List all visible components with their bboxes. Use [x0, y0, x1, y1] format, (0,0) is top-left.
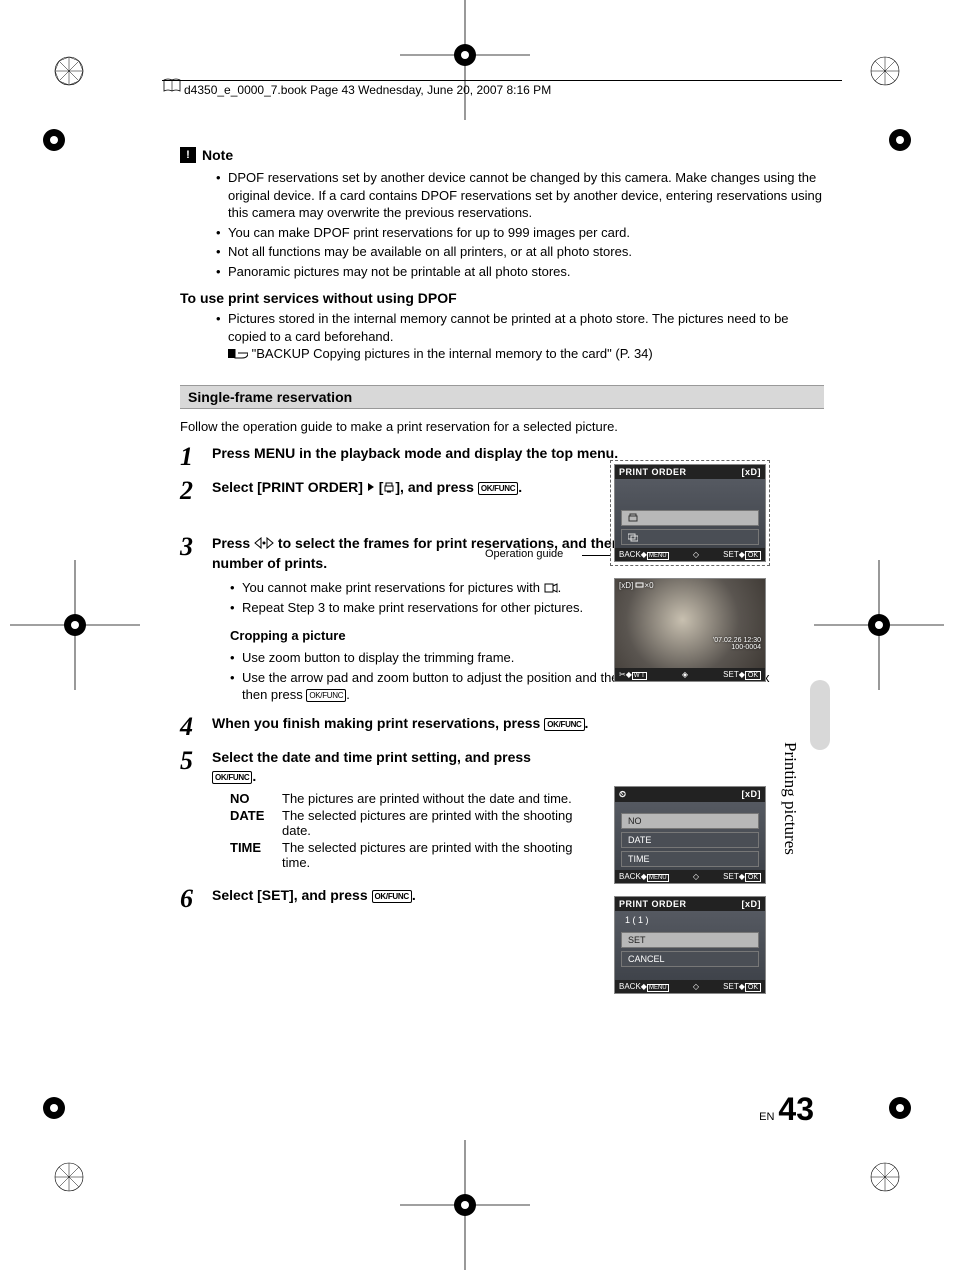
sub1-bullets: Pictures stored in the internal memory c… [180, 310, 824, 363]
def-desc: The pictures are printed without the dat… [282, 791, 572, 806]
registration-mark-icon [868, 54, 902, 88]
note-bullet: Not all functions may be available on al… [216, 243, 824, 261]
def-desc: The selected pictures are printed with t… [282, 840, 600, 870]
clock-icon: ⏲ [619, 789, 627, 800]
lcd-photo-preview: [xD] ×0 '07.02.26 12:30 100-0004 ✂◆W T ◈… [614, 578, 766, 682]
menu-option [621, 529, 759, 545]
lcd-date-menu: ⏲ [xD] NO DATE TIME BACK◆MENU ◇ SET◆OK [614, 786, 766, 884]
registration-mark-icon [868, 1160, 902, 1194]
step-4-title: When you finish making print reservation… [212, 714, 824, 734]
ok-func-button-icon: OK/FUNC [212, 771, 252, 784]
arrow-left-right-icon [254, 537, 274, 550]
crop-mark-icon [814, 560, 944, 690]
book-icon [162, 77, 182, 95]
step-2: 2 Select [PRINT ORDER] [], and press OK/… [180, 478, 600, 504]
page-number-footer: EN 43 [759, 1091, 814, 1128]
page-number: 43 [778, 1091, 814, 1128]
sub1-bullet: Pictures stored in the internal memory c… [216, 310, 824, 363]
print-icon [628, 513, 638, 523]
menu-option-cancel: CANCEL [621, 951, 759, 967]
section-intro: Follow the operation guide to make a pri… [180, 419, 824, 434]
step-5-title: Select the date and time print setting, … [212, 748, 600, 787]
ok-func-button-icon: OK/FUNC [306, 689, 346, 702]
note-bullet: You can make DPOF print reservations for… [216, 224, 824, 242]
page-lang: EN [759, 1111, 774, 1123]
section-heading-single-frame: Single-frame reservation [180, 385, 824, 409]
step-number: 4 [180, 714, 202, 740]
ok-func-button-icon: OK/FUNC [478, 482, 518, 495]
menu-option-date: DATE [621, 832, 759, 848]
step-number: 3 [180, 534, 202, 560]
ok-func-button-icon: OK/FUNC [372, 890, 412, 903]
print-count: 1 ( 1 ) [615, 911, 765, 929]
pointer-icon [228, 348, 248, 359]
right-triangle-icon [367, 482, 375, 492]
step-number: 1 [180, 444, 202, 470]
lcd-print-order-menu: PRINT ORDER [xD] BACK◆MENU ◇ SET◆OK [614, 464, 766, 562]
step-number: 2 [180, 478, 202, 504]
def-term-time: TIME [230, 840, 272, 870]
print-icon [383, 482, 395, 494]
crop-mark-icon [10, 560, 140, 690]
note-bullets: DPOF reservations set by another device … [180, 169, 824, 280]
xd-badge: [xD] [742, 467, 762, 477]
menu-option-time: TIME [621, 851, 759, 867]
def-term-date: DATE [230, 808, 272, 838]
screen-title: PRINT ORDER [619, 899, 687, 909]
menu-option-set: SET [621, 932, 759, 948]
xd-badge: [xD] [742, 789, 762, 800]
crop-mark-small-icon [42, 128, 66, 152]
note-bullet: Panoramic pictures may not be printable … [216, 263, 824, 281]
note-alert-icon: ! [180, 147, 196, 163]
step-2-title: Select [PRINT ORDER] [], and press OK/FU… [212, 478, 600, 498]
menu-option [621, 510, 759, 526]
note-title: Note [202, 147, 233, 163]
ok-func-button-icon: OK/FUNC [544, 718, 584, 731]
def-desc: The selected pictures are printed with t… [282, 808, 600, 838]
side-section-label: Printing pictures [780, 742, 800, 855]
operation-guide-line [582, 555, 610, 556]
lcd-confirm-menu: PRINT ORDER [xD] 1 ( 1 ) SET CANCEL BACK… [614, 896, 766, 994]
crop-mark-small-icon [888, 128, 912, 152]
step-4: 4 When you finish making print reservati… [180, 714, 824, 740]
registration-mark-icon [52, 54, 86, 88]
step-number: 5 [180, 748, 202, 774]
movie-icon [544, 582, 558, 594]
xd-badge: [xD] [742, 899, 762, 909]
subheading-dpof: To use print services without using DPOF [180, 290, 824, 306]
print-all-icon [628, 532, 638, 542]
note-bullet: DPOF reservations set by another device … [216, 169, 824, 222]
note-heading: ! Note [180, 147, 824, 163]
screen-title: PRINT ORDER [619, 467, 687, 477]
crop-mark-small-icon [888, 1096, 912, 1120]
step-number: 6 [180, 886, 202, 912]
crop-mark-icon [400, 1140, 530, 1270]
step-5-definitions: NO The pictures are printed without the d… [230, 791, 600, 870]
crop-mark-small-icon [42, 1096, 66, 1120]
page-header-rule: d4350_e_0000_7.book Page 43 Wednesday, J… [162, 80, 842, 97]
operation-guide-label: Operation guide [485, 548, 563, 560]
document-page: d4350_e_0000_7.book Page 43 Wednesday, J… [0, 0, 954, 1258]
thumb-tab [810, 680, 830, 750]
step-5: 5 Select the date and time print setting… [180, 748, 600, 872]
registration-mark-icon [52, 1160, 86, 1194]
print-icon [635, 581, 644, 589]
header-filename: d4350_e_0000_7.book Page 43 Wednesday, J… [162, 81, 842, 97]
def-term-no: NO [230, 791, 272, 806]
crop-mark-icon [400, 0, 530, 120]
menu-option-no: NO [621, 813, 759, 829]
